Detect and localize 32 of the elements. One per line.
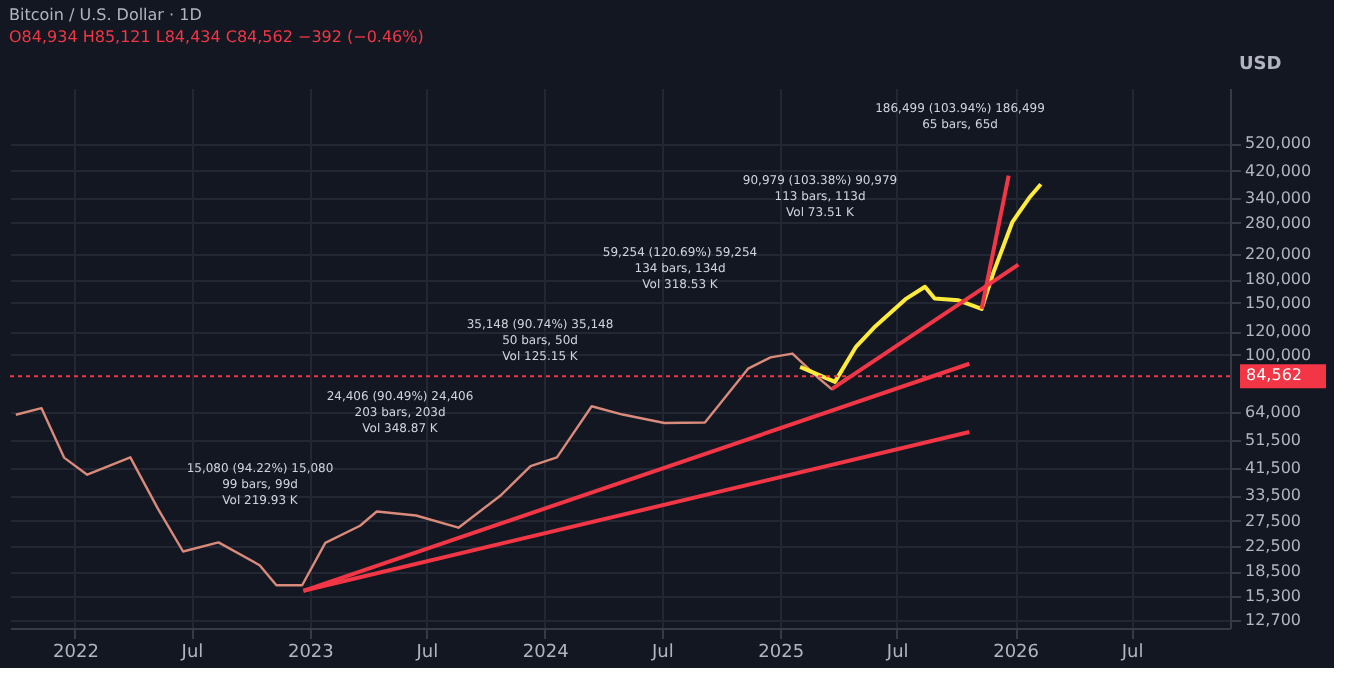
x-tick-label: Jul xyxy=(884,643,909,663)
y-tick-label: 64,000 xyxy=(1245,403,1301,422)
y-tick-label: 340,000 xyxy=(1245,188,1312,207)
y-tick-label: 12,700 xyxy=(1245,610,1301,629)
y-tick-label: 33,500 xyxy=(1245,486,1301,505)
y-tick-label: 420,000 xyxy=(1245,161,1312,180)
x-tick-label: 2026 xyxy=(993,643,1040,663)
y-tick-label: 41,500 xyxy=(1245,458,1301,477)
y-tick-label: 120,000 xyxy=(1245,322,1312,341)
chart-title: Bitcoin / U.S. Dollar · 1D xyxy=(9,6,202,24)
y-tick-label: 22,500 xyxy=(1245,537,1301,556)
x-tick-label: 2023 xyxy=(287,643,334,663)
x-tick-label: Jul xyxy=(414,643,439,663)
y-axis-title: USD xyxy=(1239,55,1282,75)
x-tick-label: 2022 xyxy=(53,643,99,663)
chart-subtitle: O84,934 H85,121 L84,434 C84,562 −392 (−0.46%) xyxy=(9,28,424,46)
y-tick-label: 15,300 xyxy=(1245,586,1301,605)
x-tick-label: Jul xyxy=(179,643,204,663)
y-tick-label: 18,500 xyxy=(1245,562,1301,581)
x-tick-label: 2024 xyxy=(522,643,570,663)
y-tick-label: 520,000 xyxy=(1245,134,1312,153)
y-tick-label: 180,000 xyxy=(1245,270,1312,289)
y-tick-label: 220,000 xyxy=(1245,244,1312,263)
y-tick-label: 51,500 xyxy=(1245,431,1301,449)
ref-line-label: 84,562 xyxy=(1246,366,1302,385)
x-tick-label: Jul xyxy=(1119,643,1144,663)
y-tick-label: 100,000 xyxy=(1245,345,1312,364)
x-tick-label: 2025 xyxy=(758,643,805,663)
y-tick-label: 27,500 xyxy=(1245,511,1301,530)
y-tick-label: 150,000 xyxy=(1245,293,1312,312)
x-tick-label: Jul xyxy=(649,643,674,663)
y-tick-label: 280,000 xyxy=(1245,213,1312,232)
